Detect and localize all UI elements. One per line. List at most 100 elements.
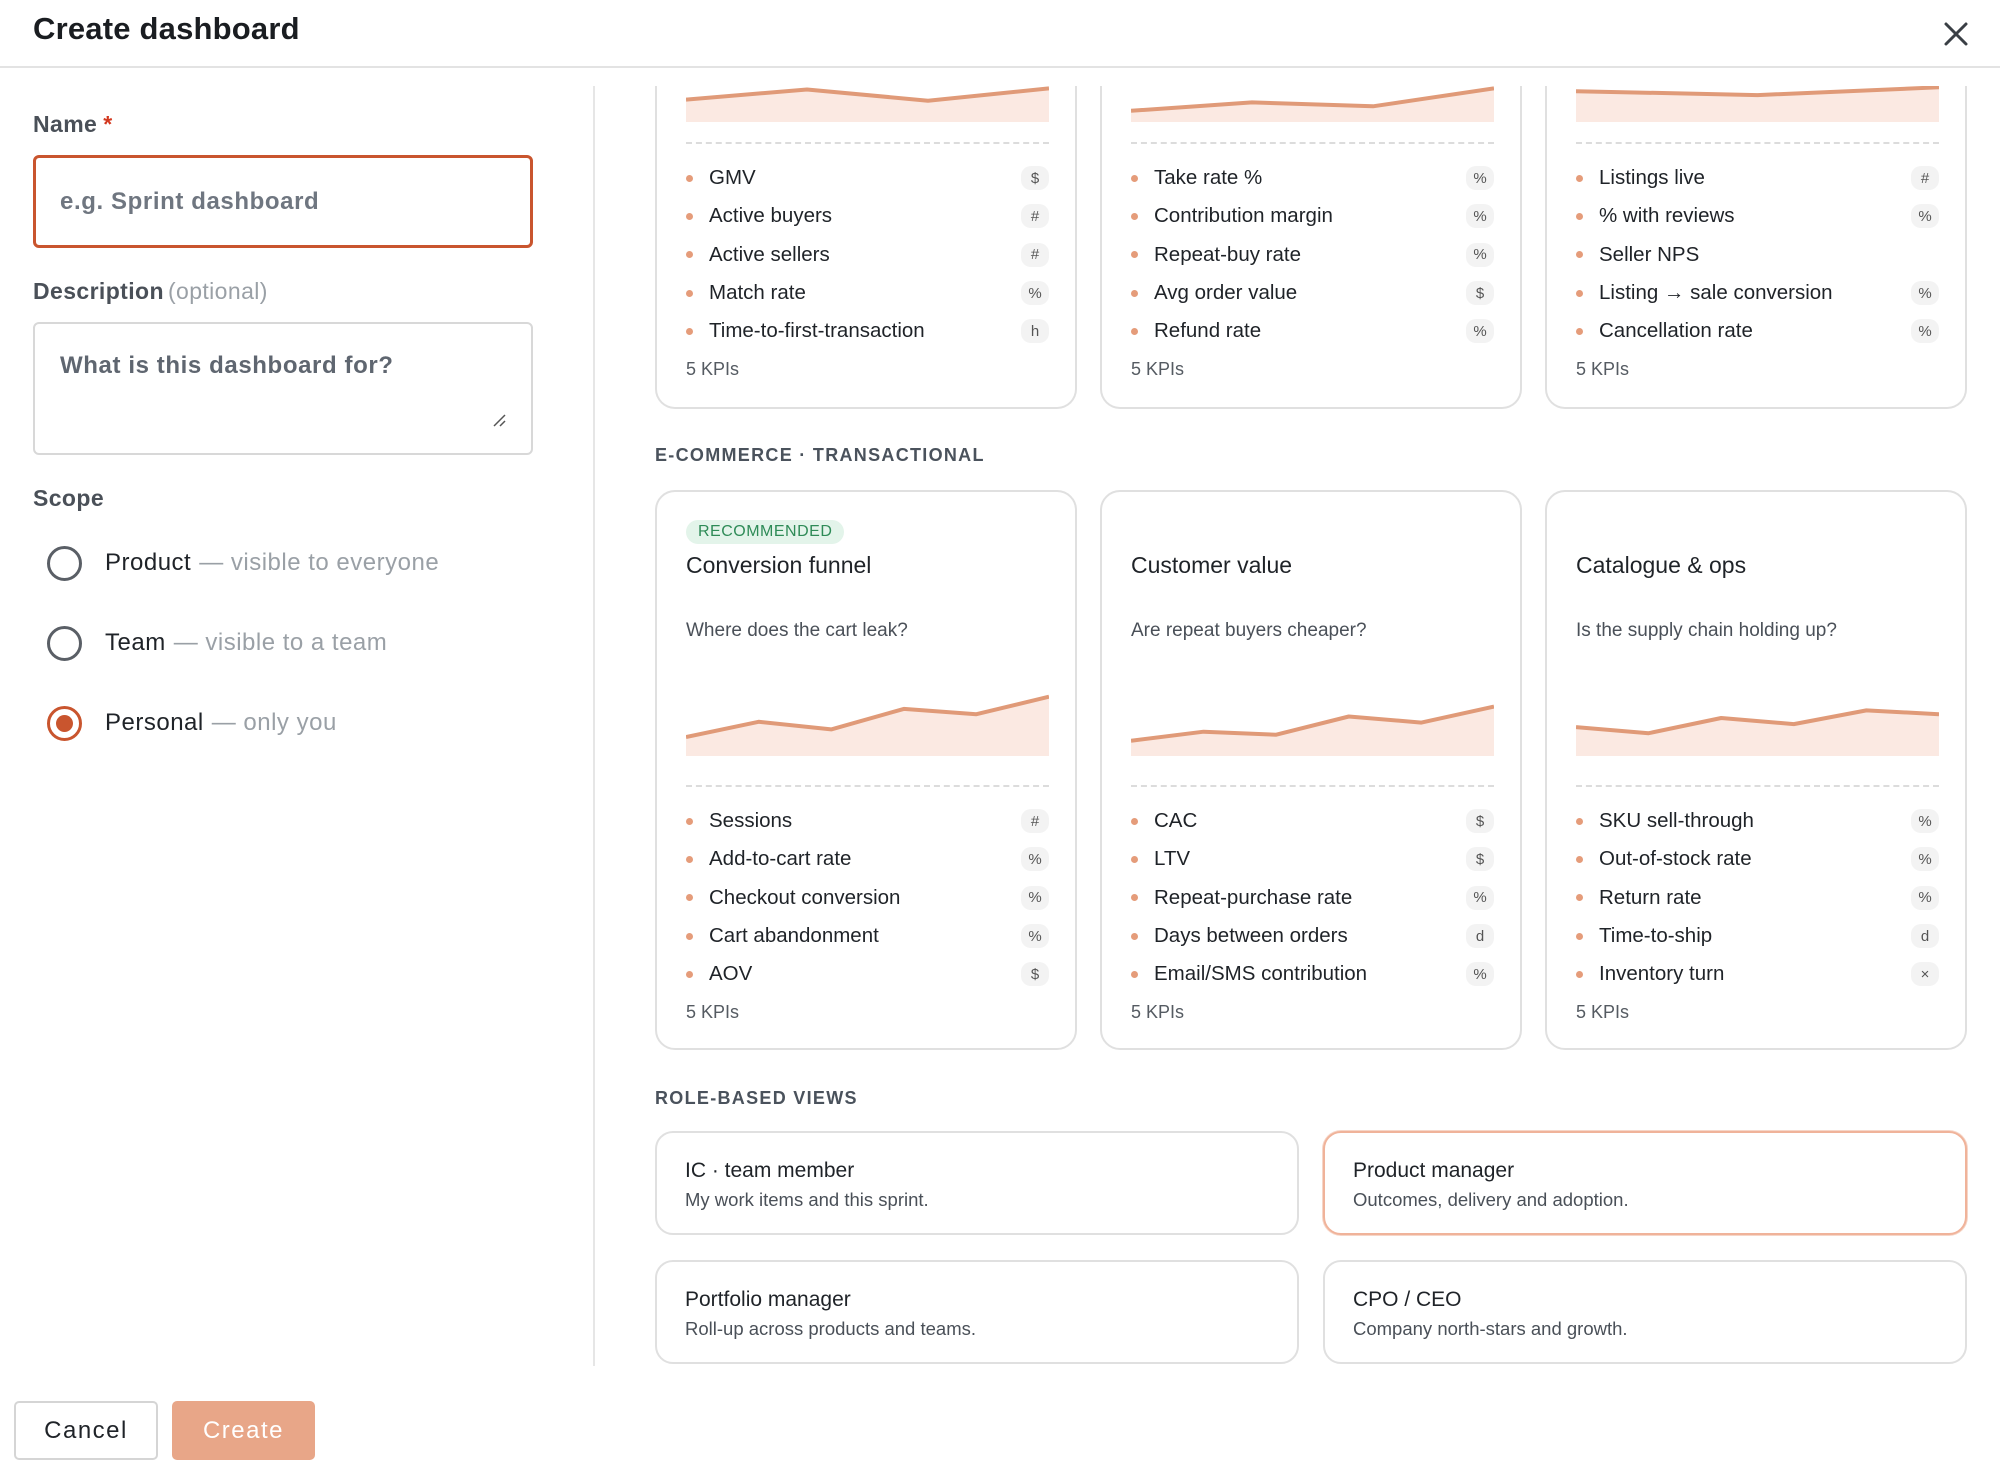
- dialog-header: Create dashboard: [0, 0, 2000, 68]
- kpi-unit-badge: #: [1911, 166, 1939, 191]
- card-divider: [686, 142, 1049, 144]
- close-button[interactable]: [1938, 16, 1974, 52]
- description-label-text: Description: [33, 278, 164, 304]
- scope-option-personal[interactable]: Personal — only you: [47, 703, 337, 743]
- scope-option-text: Team — visible to a team: [105, 629, 387, 657]
- role-subtitle: Outcomes, delivery and adoption.: [1353, 1189, 1629, 1210]
- kpi-item: Seller NPS: [1576, 236, 1939, 274]
- kpi-count: 5 KPIs: [1131, 359, 1185, 379]
- bullet-dot: [686, 212, 693, 220]
- kpi-unit-badge: %: [1911, 847, 1939, 872]
- kpi-item: Email/SMS contribution%: [1131, 955, 1494, 993]
- kpi-item: Cancellation rate%: [1576, 312, 1939, 350]
- bullet-dot: [686, 817, 693, 825]
- kpi-list: Take rate %% Contribution margin% Repeat-b…: [1131, 159, 1494, 350]
- kpi-item: Time-to-first-transaction h: [686, 312, 1049, 350]
- card-title: Customer value: [1131, 552, 1293, 578]
- resize-grip-icon[interactable]: [491, 412, 507, 428]
- bullet-dot: [1576, 251, 1583, 259]
- kpi-name: Listing → sale conversion: [1599, 281, 1833, 305]
- kpi-name: Repeat-buy rate: [1154, 242, 1302, 266]
- radio-button[interactable]: [47, 705, 82, 741]
- bullet-dot: [1131, 251, 1138, 259]
- scope-option-product[interactable]: Product — visible to everyone: [47, 543, 439, 583]
- kpi-item: Repeat-purchase rate%: [1131, 879, 1494, 917]
- kpi-unit-badge: %: [1466, 166, 1494, 191]
- template-card[interactable]: GMV $ Active buyers # Active sellers # Match r…: [655, 86, 1077, 409]
- kpi-item: Active buyers #: [686, 197, 1049, 235]
- role-title: CPO / CEO: [1353, 1288, 1462, 1311]
- template-card-conversion-funnel[interactable]: RECOMMENDED Conversion funnel Where does t…: [655, 490, 1077, 1050]
- sparkline-area: [1576, 87, 1939, 122]
- kpi-item: CAC $: [1131, 802, 1494, 840]
- bullet-dot: [1576, 212, 1583, 220]
- card-divider: [686, 785, 1049, 787]
- kpi-unit-badge: %: [1021, 885, 1049, 910]
- scope-option-team[interactable]: Team — visible to a team: [47, 623, 387, 663]
- template-card[interactable]: Listings live # % with reviews% Seller NPS L…: [1545, 86, 1967, 409]
- kpi-name: SKU sell-through: [1599, 809, 1754, 833]
- scope-option-hint: — visible to everyone: [199, 549, 440, 576]
- sparkline-area: [1131, 706, 1494, 756]
- role-title: Portfolio manager: [685, 1288, 851, 1311]
- card-divider: [1576, 785, 1939, 787]
- sparkline-area: [686, 696, 1049, 756]
- radio-button[interactable]: [47, 625, 82, 661]
- sparkline-line: [686, 86, 1049, 103]
- bullet-dot: [1131, 212, 1138, 220]
- cancel-button[interactable]: Cancel: [14, 1401, 158, 1460]
- card-subtitle: Are repeat buyers cheaper?: [1131, 620, 1367, 641]
- kpi-item: Add-to-cart rate%: [686, 840, 1049, 878]
- kpi-name: Cancellation rate: [1599, 319, 1753, 343]
- create-button[interactable]: Create: [172, 1401, 315, 1460]
- kpi-item: Time-to-ship d: [1576, 917, 1939, 955]
- bullet-dot: [1576, 855, 1583, 863]
- kpi-item: GMV $: [686, 159, 1049, 197]
- role-card[interactable]: IC · team member My work items and this s…: [655, 1131, 1299, 1235]
- kpi-name: Time-to-ship: [1599, 924, 1713, 948]
- kpi-name: Listings live: [1599, 166, 1705, 190]
- recommended-badge: RECOMMENDED: [686, 520, 845, 544]
- sparkline-line: [1576, 708, 1939, 736]
- template-card-catalogue-ops[interactable]: Catalogue & ops Is the supply chain holdi…: [1545, 490, 1967, 1050]
- sparkline-chart: [1576, 708, 1939, 756]
- template-card-customer-value[interactable]: Customer value Are repeat buyers cheaper?…: [1100, 490, 1522, 1050]
- kpi-count: 5 KPIs: [686, 1002, 740, 1022]
- bullet-dot: [686, 970, 693, 978]
- card-subtitle: Where does the cart leak?: [686, 620, 908, 641]
- role-card[interactable]: Product manager Outcomes, delivery and ad…: [1323, 1131, 1967, 1235]
- card-title: Catalogue & ops: [1576, 552, 1747, 578]
- kpi-name: Active sellers: [709, 242, 830, 266]
- kpi-item: Days between orders d: [1131, 917, 1494, 955]
- kpi-name: LTV: [1154, 847, 1191, 871]
- kpi-name: Take rate %: [1154, 166, 1263, 190]
- kpi-item: Checkout conversion%: [686, 879, 1049, 917]
- sparkline-chart: [1131, 86, 1494, 122]
- bullet-dot: [1576, 289, 1583, 297]
- kpi-list: GMV $ Active buyers # Active sellers # Match r…: [686, 159, 1049, 350]
- kpi-unit-badge: %: [1466, 319, 1494, 344]
- radio-button[interactable]: [47, 545, 82, 581]
- scope-option-label: Product: [105, 549, 192, 576]
- kpi-unit-badge: %: [1911, 809, 1939, 834]
- sparkline-area: [686, 88, 1049, 122]
- kpi-unit-badge: %: [1466, 204, 1494, 229]
- kpi-name: Checkout conversion: [709, 885, 901, 909]
- description-input[interactable]: [33, 322, 533, 455]
- bullet-dot: [1576, 817, 1583, 825]
- scope-option-text: Personal — only you: [105, 709, 337, 737]
- bullet-dot: [1131, 174, 1138, 182]
- bullet-dot: [1131, 970, 1138, 978]
- kpi-name: Add-to-cart rate: [709, 847, 852, 871]
- kpi-item: Contribution margin%: [1131, 197, 1494, 235]
- role-card[interactable]: Portfolio manager Roll-up across products…: [655, 1260, 1299, 1364]
- kpi-unit-badge: $: [1466, 847, 1494, 872]
- card-divider: [1576, 142, 1939, 144]
- kpi-unit-badge: %: [1021, 847, 1049, 872]
- kpi-unit-badge: %: [1911, 319, 1939, 344]
- kpi-unit-badge: $: [1021, 166, 1049, 191]
- role-card[interactable]: CPO / CEO Company north-stars and growth.: [1323, 1260, 1967, 1364]
- template-card[interactable]: Take rate %% Contribution margin% Repeat-b…: [1100, 86, 1522, 409]
- name-input[interactable]: [33, 155, 533, 248]
- kpi-name: GMV: [709, 166, 756, 190]
